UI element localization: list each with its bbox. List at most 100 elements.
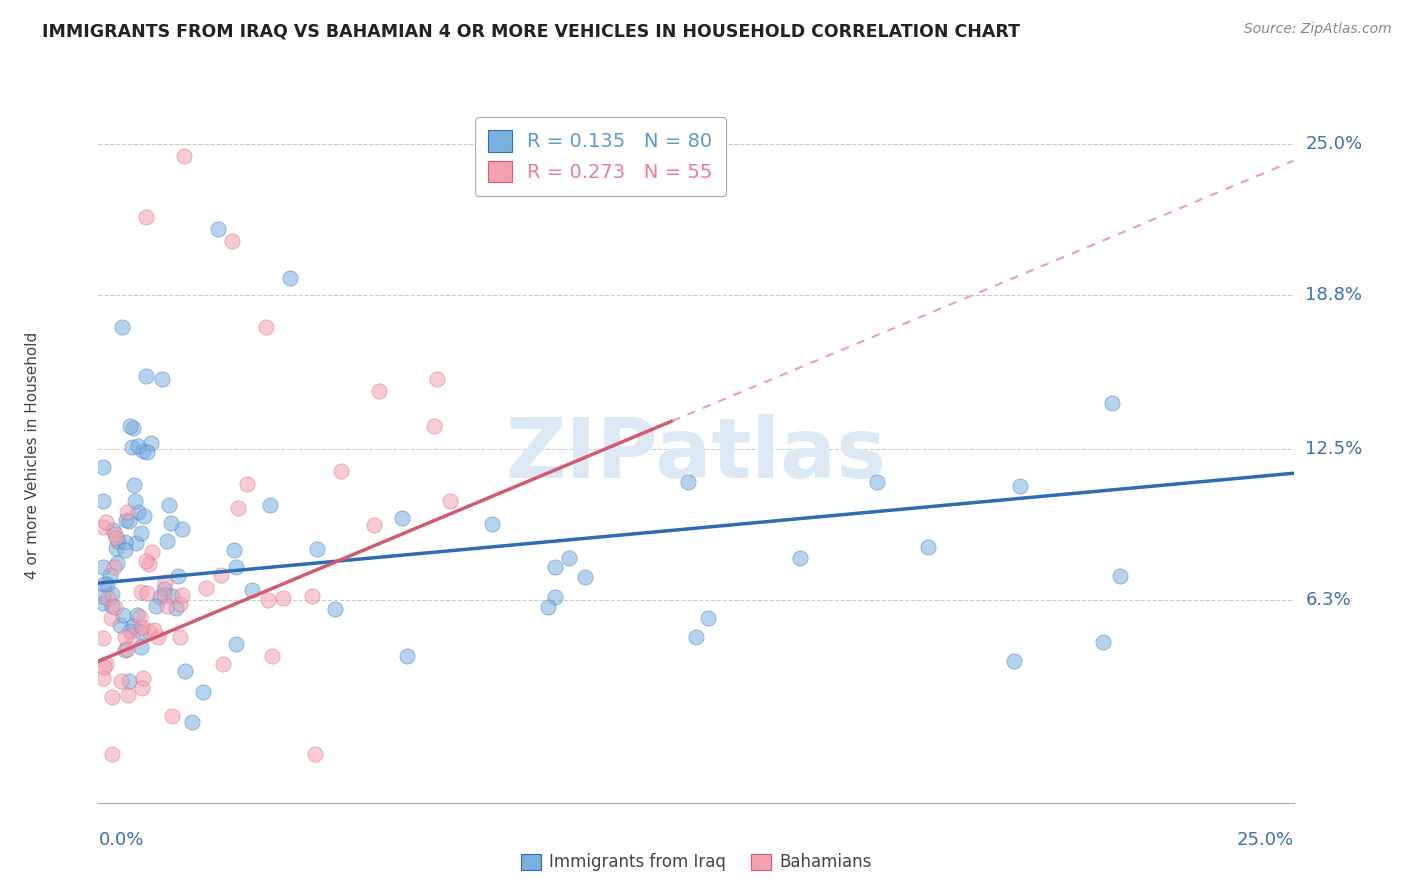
Point bbox=[120, 419, 142, 434]
Point bbox=[152, 582, 174, 596]
Point bbox=[98, 568, 121, 582]
Point bbox=[391, 511, 413, 525]
Point bbox=[100, 611, 122, 625]
Point bbox=[115, 513, 138, 527]
Point bbox=[138, 558, 160, 572]
Point bbox=[685, 631, 707, 645]
Point bbox=[91, 671, 114, 685]
Point bbox=[131, 620, 153, 634]
Point bbox=[211, 657, 233, 672]
Point bbox=[165, 600, 187, 615]
Point bbox=[917, 541, 939, 555]
Point bbox=[132, 509, 155, 524]
Point bbox=[94, 657, 117, 672]
Point bbox=[103, 523, 125, 537]
Point bbox=[135, 554, 157, 568]
Point bbox=[301, 589, 323, 603]
Point bbox=[135, 586, 157, 600]
Point bbox=[169, 630, 191, 644]
Point bbox=[117, 688, 139, 702]
Point bbox=[91, 631, 114, 645]
Point bbox=[149, 590, 172, 604]
Point bbox=[544, 560, 567, 574]
Point bbox=[271, 591, 294, 605]
Point bbox=[146, 631, 169, 645]
Point bbox=[481, 517, 503, 532]
Text: 25.0%: 25.0% bbox=[1305, 135, 1362, 153]
Point bbox=[129, 624, 152, 639]
Point bbox=[131, 584, 153, 599]
Text: 6.3%: 6.3% bbox=[1305, 591, 1351, 609]
Point bbox=[1091, 635, 1114, 649]
Point bbox=[112, 608, 135, 623]
Point bbox=[127, 505, 149, 519]
Point bbox=[105, 541, 128, 556]
Point bbox=[111, 319, 134, 334]
Point bbox=[368, 384, 391, 399]
Point bbox=[135, 368, 157, 383]
Point bbox=[107, 533, 129, 548]
Point bbox=[101, 587, 124, 601]
Point bbox=[97, 591, 120, 606]
Point bbox=[127, 607, 149, 622]
Point bbox=[138, 624, 160, 639]
Point bbox=[104, 527, 127, 541]
Point bbox=[160, 709, 183, 723]
Point bbox=[152, 588, 174, 602]
Point bbox=[121, 440, 143, 454]
Point bbox=[173, 149, 195, 163]
Point bbox=[131, 681, 153, 695]
Text: 0.0%: 0.0% bbox=[98, 830, 143, 848]
Point bbox=[129, 640, 152, 654]
Point bbox=[221, 235, 243, 249]
Point bbox=[254, 319, 277, 334]
Point bbox=[142, 623, 165, 637]
Point bbox=[105, 556, 128, 570]
Point bbox=[124, 493, 146, 508]
Point bbox=[207, 222, 229, 236]
Text: 25.0%: 25.0% bbox=[1236, 830, 1294, 848]
Legend: Immigrants from Iraq, Bahamians: Immigrants from Iraq, Bahamians bbox=[513, 847, 879, 878]
Point bbox=[114, 535, 136, 549]
Point bbox=[676, 475, 699, 489]
Point bbox=[209, 568, 232, 582]
Point bbox=[115, 505, 138, 519]
Point bbox=[866, 475, 889, 490]
Point bbox=[537, 600, 560, 615]
Point bbox=[259, 498, 281, 512]
Text: 12.5%: 12.5% bbox=[1305, 440, 1362, 458]
Point bbox=[122, 618, 145, 632]
Point bbox=[91, 589, 114, 603]
Point bbox=[224, 543, 246, 558]
Point bbox=[574, 570, 596, 584]
Point bbox=[330, 464, 353, 478]
Point bbox=[136, 445, 159, 459]
Point bbox=[93, 577, 115, 591]
Point bbox=[167, 568, 190, 582]
Point bbox=[108, 618, 131, 632]
Point bbox=[101, 690, 124, 704]
Point bbox=[105, 531, 128, 545]
Point bbox=[236, 476, 259, 491]
Point bbox=[100, 599, 122, 614]
Point bbox=[422, 419, 444, 434]
Point bbox=[100, 747, 122, 761]
Point bbox=[169, 597, 191, 611]
Point bbox=[122, 421, 145, 435]
Point bbox=[1109, 569, 1132, 583]
Point bbox=[789, 551, 811, 566]
Point bbox=[91, 596, 114, 610]
Text: Source: ZipAtlas.com: Source: ZipAtlas.com bbox=[1244, 22, 1392, 37]
Point bbox=[426, 371, 449, 385]
Point bbox=[544, 590, 567, 604]
Point bbox=[91, 459, 114, 474]
Point bbox=[240, 582, 263, 597]
Point bbox=[122, 477, 145, 491]
Point bbox=[141, 545, 163, 559]
Point bbox=[225, 637, 247, 651]
Point bbox=[325, 602, 347, 616]
Point bbox=[118, 673, 141, 688]
Point bbox=[278, 271, 301, 285]
Point bbox=[104, 600, 127, 615]
Point bbox=[145, 599, 167, 614]
